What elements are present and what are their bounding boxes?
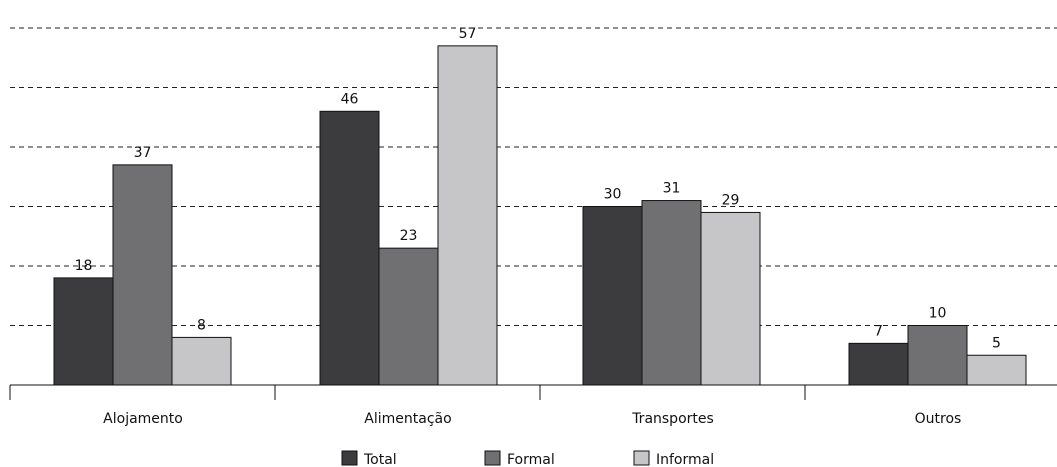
bar-alojamento-formal: [112, 164, 173, 386]
legend-swatch-formal: [484, 450, 501, 466]
x-tick-label-transportes: Transportes: [631, 411, 714, 427]
gridlines: [10, 27, 1057, 326]
bar-outros-informal: [966, 354, 1027, 386]
data-label-transportes-total: 30: [604, 187, 622, 203]
bar-outros-total: [848, 342, 909, 386]
data-label-outros-informal: 5: [992, 335, 1001, 351]
bar-alimentacao-formal: [378, 247, 439, 386]
data-label-outros-formal: 10: [929, 306, 947, 322]
legend-label-formal: Formal: [507, 452, 555, 467]
data-label-alimentacao-informal: 57: [459, 26, 477, 42]
data-label-transportes-formal: 31: [663, 181, 681, 197]
legend: Total Formal Informal: [341, 450, 714, 467]
bar-outros-formal: [907, 325, 968, 386]
bars: [53, 45, 1027, 386]
legend-swatch-total: [341, 450, 358, 466]
bar-transportes-informal: [700, 211, 761, 386]
bar-alimentacao-total: [319, 110, 380, 386]
x-tick-label-alojamento: Alojamento: [103, 411, 183, 427]
bar-transportes-formal: [641, 200, 702, 386]
data-label-transportes-informal: 29: [722, 192, 740, 208]
bar-alojamento-informal: [171, 336, 232, 386]
data-label-alojamento-informal: 8: [197, 317, 206, 333]
legend-label-informal: Informal: [656, 452, 714, 467]
bar-alojamento-total: [53, 277, 114, 386]
data-labels: 18 37 8 46 23 57 30 31 29 7 10 5: [75, 26, 1001, 351]
data-label-outros-total: 7: [874, 323, 883, 339]
x-axis: Alojamento Alimentação Transportes Outros: [9, 384, 1057, 427]
x-tick-label-alimentacao: Alimentação: [364, 411, 451, 427]
data-label-alojamento-total: 18: [75, 258, 93, 274]
bar-transportes-total: [582, 206, 643, 386]
data-label-alimentacao-total: 46: [341, 91, 359, 107]
data-label-alimentacao-formal: 23: [400, 228, 418, 244]
x-tick-label-outros: Outros: [915, 411, 962, 427]
legend-label-total: Total: [363, 452, 397, 467]
data-label-alojamento-formal: 37: [134, 145, 152, 161]
legend-swatch-informal: [633, 450, 650, 466]
bar-alimentacao-informal: [437, 45, 498, 386]
